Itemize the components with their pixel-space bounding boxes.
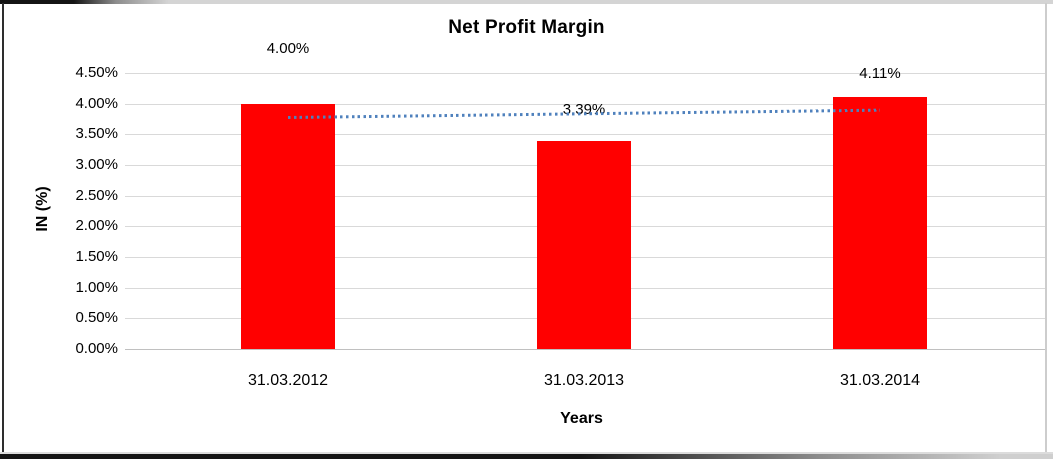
bar-value-label: 3.39% — [562, 101, 606, 118]
y-tick-label: 3.00% — [75, 156, 118, 173]
y-tick-label: 4.00% — [75, 94, 118, 112]
x-axis-title: Years — [560, 410, 603, 427]
x-category-label: 31.03.2012 — [247, 372, 329, 389]
gridline — [125, 103, 1045, 105]
y-tick-label: 1.00% — [75, 278, 118, 296]
y-tick-label: 0.50% — [75, 309, 118, 327]
y-tick-label: 2.50% — [75, 186, 118, 204]
x-axis-line — [125, 349, 1045, 350]
chart-title: Net Profit Margin — [448, 17, 605, 38]
y-tick-label: 2.00% — [75, 217, 118, 235]
bar-value-label: 4.11% — [859, 65, 901, 82]
bar-31.03.2013 — [537, 141, 631, 349]
y-tick-label: 4.50% — [75, 64, 118, 81]
bar-31.03.2014 — [833, 96, 927, 349]
x-category-label: 31.03.2014 — [839, 372, 921, 389]
bar-31.03.2012 — [241, 103, 335, 349]
y-tick-label: 1.50% — [75, 248, 118, 265]
x-category-label: 31.03.2013 — [543, 372, 625, 389]
y-tick-label: 3.50% — [75, 125, 118, 143]
gridline — [125, 134, 1045, 136]
y-tick-label: 0.00% — [75, 340, 118, 357]
bar-value-label: 4.00% — [266, 40, 310, 57]
gridline — [125, 73, 1045, 74]
